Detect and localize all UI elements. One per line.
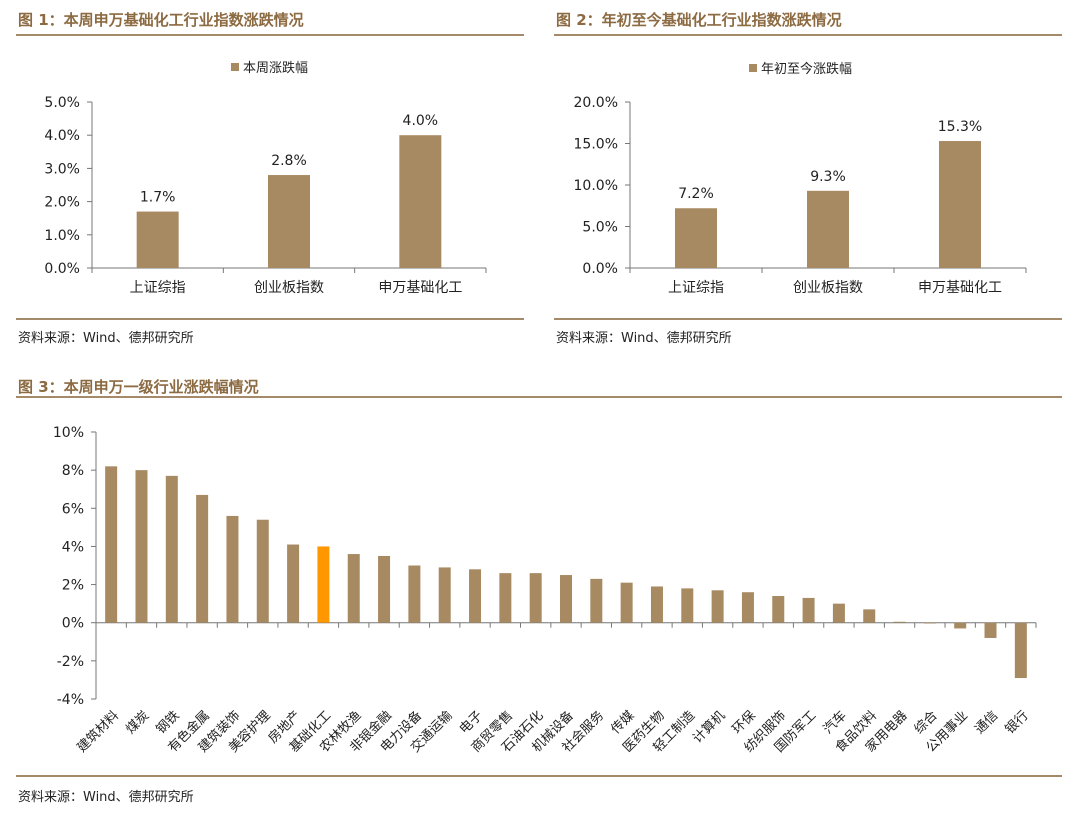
fig3-bar (408, 565, 421, 623)
fig1-ytick-label: 2.0% (44, 195, 80, 211)
fig1-category-label: 上证综指 (130, 280, 186, 296)
fig3-bar (105, 466, 118, 623)
fig2-bar (807, 190, 849, 268)
fig3-ytick-label: -2% (57, 654, 84, 670)
fig3-bar (650, 586, 663, 623)
fig3-ytick-label: 4% (62, 539, 84, 555)
fig2-ytick-label: 10.0% (574, 178, 618, 194)
fig2-data-label: 7.2% (678, 186, 714, 202)
fig3-bar (378, 555, 391, 623)
fig3-bar (256, 519, 269, 623)
fig1-category-label: 申万基础化工 (378, 279, 462, 296)
fig3-bar (772, 596, 785, 623)
fig3-bar (347, 554, 360, 623)
fig3-bar (135, 470, 148, 623)
fig3-bar (832, 603, 845, 623)
fig3-ytick-label: 8% (62, 463, 84, 479)
fig3-bar (620, 582, 633, 623)
fig1-ytick-label: 3.0% (44, 161, 80, 177)
fig2-bar (939, 141, 981, 268)
fig1-bar (136, 211, 179, 268)
fig3-bar (893, 621, 906, 623)
fig3-ytick-label: 10% (53, 425, 84, 441)
fig3-bar (590, 578, 603, 623)
fig3-bar (529, 573, 542, 623)
fig3-category-label: 银行 (1003, 708, 1032, 737)
fig1-category-label: 创业板指数 (254, 280, 324, 296)
fig2-source: 资料来源：Wind、德邦研究所 (556, 331, 732, 346)
fig2-bar (675, 208, 717, 268)
fig1-title-rule (16, 34, 524, 36)
fig3-category-label: 煤炭 (123, 708, 152, 737)
fig1-title: 图 1：本周申万基础化工行业指数涨跌情况 (18, 11, 304, 29)
fig3-bar (984, 622, 997, 638)
fig2-title: 图 2：年初至今基础化工行业指数涨跌情况 (556, 11, 842, 29)
fig3-bar (165, 475, 178, 623)
fig3-bar (954, 622, 967, 629)
fig1-ytick-label: 4.0% (44, 128, 80, 144)
fig2-ytick-label: 15.0% (574, 137, 618, 153)
fig3-bar (681, 588, 694, 623)
fig3-bar (560, 575, 572, 623)
fig3-bar (711, 590, 724, 623)
fig1-legend-swatch (231, 63, 239, 71)
fig3-title: 图 3：本周申万一级行业涨跌幅情况 (18, 378, 259, 396)
fig1-source: 资料来源：Wind、德邦研究所 (18, 331, 194, 346)
fig3-bar (226, 515, 239, 623)
fig3-bar (469, 569, 482, 623)
fig3-source: 资料来源：Wind、德邦研究所 (18, 790, 194, 805)
fig1-data-label: 2.8% (271, 153, 307, 169)
fig2-legend-swatch (749, 64, 757, 72)
fig2-category-label: 上证综指 (668, 280, 724, 296)
fig2-ytick-label: 0.0% (582, 261, 618, 277)
fig3-category-label: 通信 (972, 708, 1001, 737)
fig3-ytick-label: 0% (62, 616, 84, 632)
fig3-ytick-label: 6% (62, 501, 84, 517)
fig3-category-label: 建筑材料 (74, 708, 122, 756)
fig1-bar (268, 175, 310, 268)
fig3-category-label: 计算机 (690, 708, 728, 746)
fig1-ytick-label: 1.0% (44, 228, 80, 244)
fig1-data-label: 1.7% (140, 190, 176, 206)
fig3-bottom-rule (16, 775, 1062, 777)
fig3-bar (802, 597, 815, 623)
fig3-bar (923, 622, 936, 624)
fig2-data-label: 9.3% (810, 169, 846, 185)
fig3-title-rule (16, 396, 1062, 398)
fig3-bar (287, 544, 300, 623)
fig2-ytick-label: 5.0% (582, 220, 618, 236)
fig1-bar (399, 135, 442, 268)
fig3-bar (438, 567, 451, 623)
fig3-bar (499, 573, 512, 623)
fig3-bar (317, 546, 330, 623)
fig1-ytick-label: 0.0% (44, 261, 80, 277)
fig1-ytick-label: 5.0% (44, 95, 80, 111)
fig1-legend-label: 本周涨跌幅 (243, 60, 308, 76)
fig3-ytick-label: -4% (57, 692, 84, 708)
fig2-title-rule (554, 34, 1062, 36)
fig2-ytick-label: 20.0% (574, 95, 618, 111)
fig3-bar (863, 609, 876, 623)
fig2-category-label: 创业板指数 (793, 280, 863, 296)
fig2-bottom-rule (554, 318, 1062, 320)
fig2-data-label: 15.3% (938, 119, 982, 135)
fig3-ytick-label: 2% (62, 578, 84, 594)
fig2-legend-label: 年初至今涨跌幅 (761, 61, 852, 77)
fig3-bar (741, 592, 754, 623)
fig2-category-label: 申万基础化工 (918, 279, 1002, 296)
fig1-data-label: 4.0% (403, 113, 439, 129)
fig1-bottom-rule (16, 318, 524, 320)
fig3-bar (196, 494, 209, 623)
fig3-bar (1014, 622, 1027, 679)
